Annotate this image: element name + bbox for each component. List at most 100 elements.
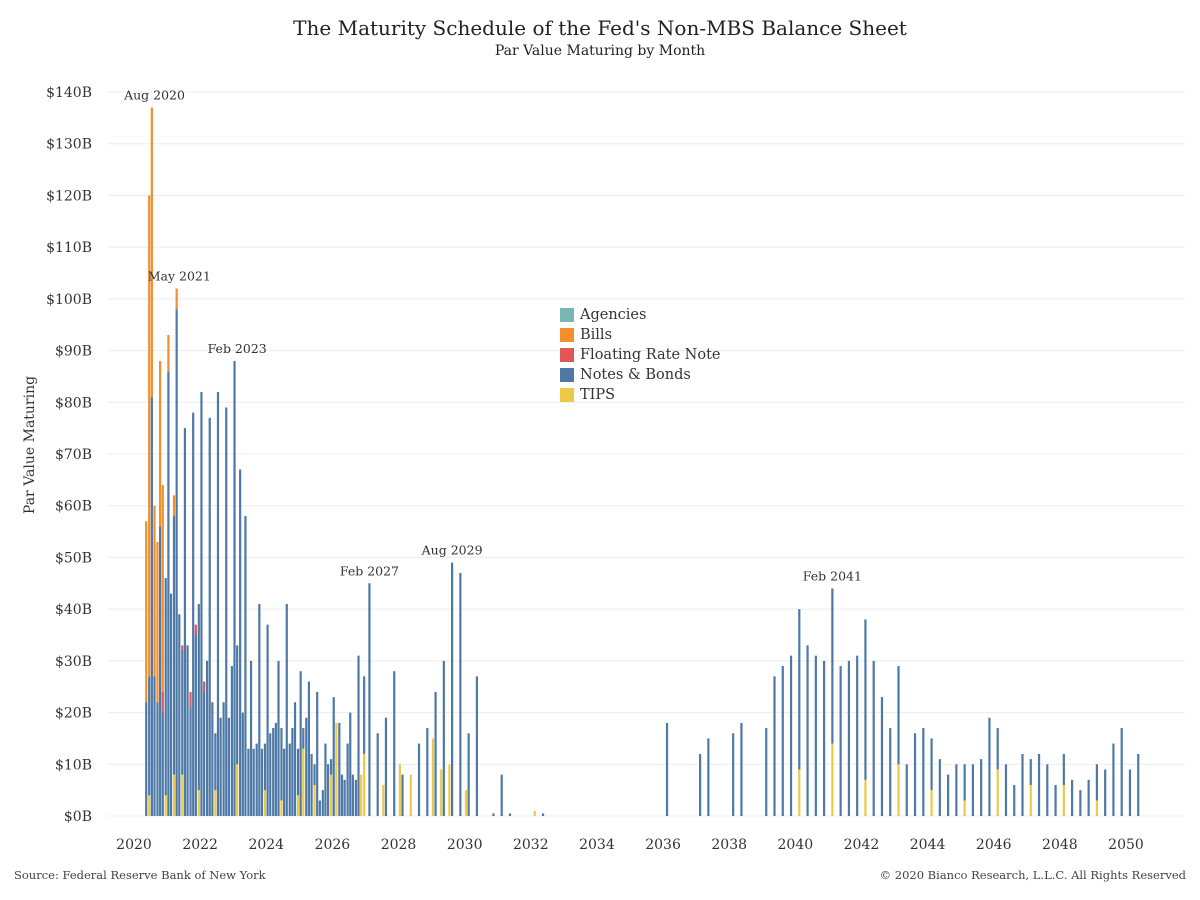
bar-segment-tips	[831, 743, 834, 816]
bar-segment-notes	[500, 774, 503, 816]
bar-segment-tips	[313, 784, 316, 816]
bar-segment-notes	[310, 753, 313, 816]
grid-lines	[108, 91, 1185, 817]
bar-segment-notes	[194, 635, 197, 816]
bar-segment-notes	[272, 728, 275, 816]
bar-segment-tips	[1095, 800, 1099, 816]
bar-segment-notes	[263, 743, 267, 791]
bar-segment-notes	[806, 645, 809, 816]
bar-segment-frn	[203, 681, 206, 692]
bar-segment-notes	[922, 728, 925, 816]
bar-segment-notes	[329, 759, 333, 775]
bar-segment-notes	[324, 743, 327, 816]
annotation-label: Feb 2023	[208, 341, 267, 356]
legend-swatch-bills	[560, 328, 574, 342]
bar-segment-notes	[930, 738, 933, 791]
bar-segment-notes	[1137, 753, 1140, 816]
bar-segment-notes	[327, 764, 330, 816]
x-axis-ticks: 2020 2022 2024 2026 2028 2030 2032 2034 2036 2038…	[116, 837, 1144, 853]
bar-segment-tips	[172, 774, 176, 816]
legend-item-tips: TIPS	[560, 385, 721, 405]
bar-segment-notes	[197, 603, 200, 791]
bar-segment-notes	[823, 660, 826, 816]
bar-segment-notes	[1079, 790, 1082, 816]
bar-segment-bills	[150, 107, 153, 398]
bar-segment-notes	[208, 417, 211, 816]
bar-segment-notes	[239, 469, 242, 816]
bar-segment-notes	[145, 702, 148, 816]
bar-segment-notes	[183, 428, 187, 816]
bar-segment-notes	[161, 712, 164, 816]
bar-segment-notes	[1046, 764, 1049, 816]
bar-segment-notes	[1021, 753, 1024, 816]
bar-segment-notes	[1037, 753, 1041, 816]
bar-segment-notes	[955, 764, 958, 816]
y-tick-label: $90B	[55, 344, 92, 360]
bar-segment-notes	[307, 681, 311, 816]
bar-segment-notes	[913, 733, 917, 816]
x-tick-label: 2050	[1108, 837, 1144, 853]
bar-segment-notes	[1112, 743, 1115, 816]
legend-swatch-agencies	[560, 308, 574, 322]
bar-segment-notes	[368, 583, 371, 816]
bar-segment-notes	[247, 748, 250, 816]
bar-segment-notes	[947, 774, 950, 816]
y-axis-ticks: $0B $10B $20B $30B $40B $50B $60B $70B $80B $90B $…	[46, 85, 92, 825]
bar-segment-notes	[313, 764, 316, 785]
x-tick-label: 2022	[182, 837, 218, 853]
bar-segment-frn	[194, 624, 197, 635]
bar-segment-notes	[244, 516, 247, 816]
bar-segment-notes	[357, 655, 360, 816]
legend-label-frn: Floating Rate Note	[580, 347, 721, 363]
y-tick-label: $20B	[55, 706, 92, 722]
y-tick-label: $60B	[55, 499, 92, 515]
y-tick-label: $80B	[55, 395, 92, 411]
bar-segment-notes	[897, 666, 900, 765]
legend-label-notes-bonds: Notes & Bonds	[580, 367, 691, 383]
bar-segment-notes	[363, 676, 366, 754]
bar-segment-notes	[269, 733, 272, 816]
bar-segment-notes	[996, 728, 999, 770]
bar-segment-notes	[1013, 784, 1016, 816]
annotation-label: Aug 2020	[123, 88, 185, 103]
bar-segment-tips	[263, 790, 267, 816]
bar-segment-notes	[200, 391, 203, 816]
x-tick-label: 2040	[778, 837, 814, 853]
annotation-label: Aug 2029	[421, 543, 483, 558]
bar-segment-notes	[222, 702, 225, 816]
annotation-label: Feb 2041	[803, 568, 862, 583]
bar-segment-notes	[178, 614, 181, 816]
bar-segment-tips	[798, 769, 801, 816]
legend-item-frn: Floating Rate Note	[560, 345, 721, 365]
bar-segment-bills	[145, 521, 148, 703]
bar-segment-notes	[354, 779, 357, 816]
bar-segment-notes	[150, 397, 153, 816]
chart-subtitle: Par Value Maturing by Month	[494, 43, 706, 59]
bar-segment-notes	[508, 813, 512, 816]
y-tick-label: $140B	[46, 85, 92, 101]
bar-segment-notes	[541, 813, 545, 816]
bar-segment-bills	[148, 195, 151, 677]
bar-segment-notes	[1071, 779, 1074, 816]
copyright-note: © 2020 Bianco Research, L.L.C. All Right…	[879, 868, 1186, 882]
bar-segment-notes	[186, 645, 189, 816]
bar-segment-notes	[740, 722, 743, 816]
bar-segment-notes	[299, 671, 302, 816]
bar-segment-notes	[475, 676, 479, 816]
bar-segment-tips	[296, 795, 300, 816]
annotation-label: Feb 2027	[340, 563, 399, 578]
bar-segment-notes	[351, 774, 355, 816]
y-tick-label: $100B	[46, 292, 92, 308]
x-tick-label: 2048	[1042, 837, 1078, 853]
bar-segment-notes	[393, 671, 396, 816]
legend-swatch-notes-bonds	[560, 368, 574, 382]
bar-segment-notes	[401, 774, 404, 816]
bar-segment-notes	[1062, 753, 1065, 785]
bar-segment-notes	[343, 779, 346, 816]
bar-segment-notes	[426, 728, 429, 816]
bar-segment-notes	[1095, 764, 1099, 801]
bar-segment-notes	[864, 619, 867, 780]
bar-segment-notes	[252, 748, 255, 816]
bar-segment-notes	[164, 578, 167, 796]
